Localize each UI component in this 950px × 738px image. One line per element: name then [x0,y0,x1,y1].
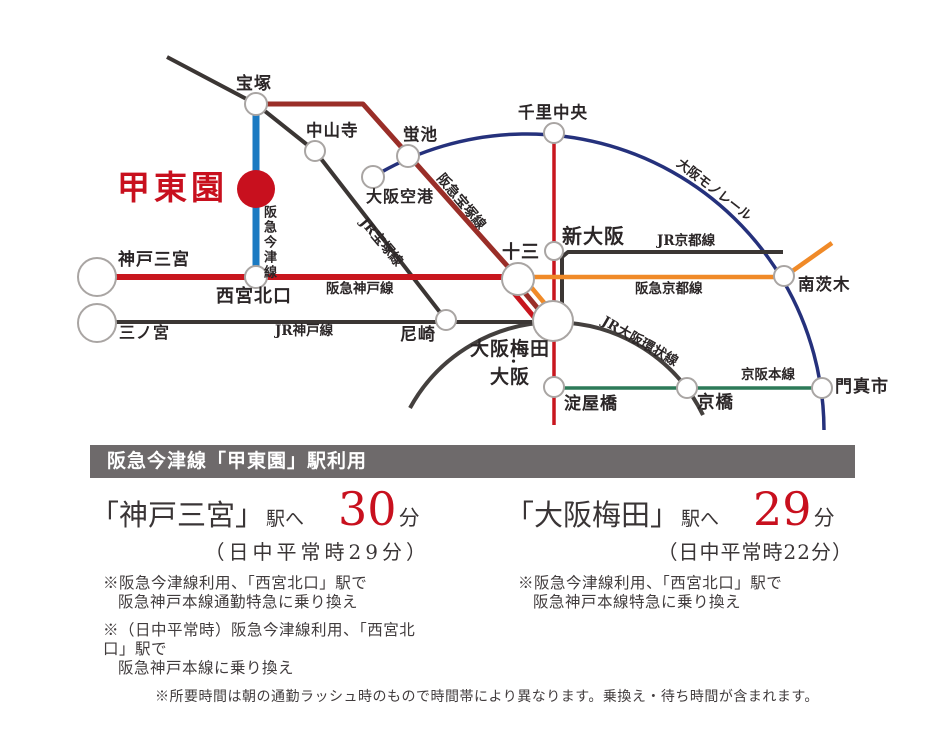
line-hankyu-takarazuka [256,101,520,280]
line-label-hankyu-kyoto: 阪急京都線 [635,281,703,297]
route-offpeak-time: （日中平常時29分） [204,540,430,564]
marker-kotoen-highlight [237,170,275,208]
station-label-takarazuka: 宝塚 [236,74,272,94]
route-map-canvas [77,55,834,431]
station-label-nakayamadera: 中山寺 [306,121,359,140]
line-label-hankyu-kobe: 阪急神戸線 [326,281,394,297]
station-label-osaka-umeda: 大阪梅田 [470,338,551,360]
route-card-osaka-umeda: 「大阪梅田」 駅へ 29 分 （日中平常時22分） ※阪急今津線利用、「西宮北口… [505,486,853,612]
marker-senri-chuo [543,122,565,144]
note-body: 阪急神戸本線通勤特急に乗り換え [118,593,359,611]
route-headline: 「大阪梅田」 駅へ 29 分 [505,486,853,534]
info-header-bar: 阪急今津線「甲東園」駅利用 [90,445,855,478]
route-minutes: 30 [338,482,397,536]
marker-sannomiya [77,303,117,343]
route-note: ※（日中平常時）阪急今津線利用、「西宮北口」駅で 阪急神戸本線に乗り換え [103,621,430,678]
info-header-title: 阪急今津線「甲東園」駅利用 [107,451,368,472]
line-label-keihan-main: 京阪本線 [741,367,795,383]
station-label-senri-chuo: 千里中央 [518,103,588,122]
route-suffix: 駅へ [681,508,720,530]
route-notes: ※阪急今津線利用、「西宮北口」駅で 阪急神戸本線通勤特急に乗り換え ※（日中平常… [90,574,430,678]
note-body: 阪急神戸本線特急に乗り換え [533,593,742,611]
marker-kyobashi [676,377,698,399]
marker-shin-osaka [544,241,564,261]
marker-minami-ibaraki [773,265,795,287]
note-head: ※阪急今津線利用、「西宮北口」駅で [103,574,368,592]
footer-disclaimer: ※所要時間は朝の通勤ラッシュ時のもので時間帯により異なります。乗換え・待ち時間が… [155,689,819,705]
marker-hotarugaike [396,144,420,168]
station-label-minami-ibaraki: 南茨木 [798,275,851,294]
marker-amagasaki [435,309,457,331]
line-osaka-monorail [372,132,826,431]
marker-juso [501,262,535,296]
station-label-sannomiya: 三ノ宮 [119,323,171,342]
route-minutes-unit: 分 [813,506,835,530]
route-destination: 「大阪梅田」 [505,498,680,532]
station-label-umeda-dot: ・ [507,355,522,370]
line-jr-takarazuka [166,55,448,322]
station-label-amagasaki: 尼崎 [400,325,436,345]
station-label-hotarugaike: 蛍池 [403,125,438,144]
route-notes: ※阪急今津線利用、「西宮北口」駅で 阪急神戸本線特急に乗り換え [505,574,853,612]
marker-osaka-airport [361,165,385,189]
marker-nishinomiya-kitaguchi [244,265,268,289]
line-jr-kyoto [560,250,783,311]
station-label-osaka: 大阪 [490,366,531,388]
station-markers [77,92,833,399]
marker-osaka-umeda [532,300,574,342]
line-label-jr-kobe: JR神戸線 [275,323,334,339]
station-label-yodoyabashi: 淀屋橋 [564,394,618,414]
route-card-kobe-sannomiya: 「神戸三宮」 駅へ 30 分 （日中平常時29分） ※阪急今津線利用、「西宮北口… [90,486,430,678]
line-label-hankyu-imazu: 阪急今津線 [261,205,276,280]
route-note: ※阪急今津線利用、「西宮北口」駅で 阪急神戸本線通勤特急に乗り換え [103,574,430,612]
station-label-osaka-airport: 大阪空港 [366,187,435,206]
marker-takarazuka [244,92,268,116]
note-head: ※阪急今津線利用、「西宮北口」駅で [518,574,783,592]
map-region: 宝塚 中山寺 蛍池 千里中央 大阪空港 甲東園 神戸三宮 西宮北口 三ノ宮 尼崎… [77,55,889,431]
station-label-kobe-sannomiya: 神戸三宮 [118,250,190,270]
route-headline: 「神戸三宮」 駅へ 30 分 [90,486,430,534]
station-label-nishinomiya-kitaguchi: 西宮北口 [216,286,292,307]
station-label-shin-osaka: 新大阪 [562,224,625,248]
station-label-kadomashi: 門真市 [835,377,889,397]
note-body: 阪急神戸本線に乗り換え [118,659,295,677]
route-suffix: 駅へ [266,508,305,530]
station-label-juso: 十三 [502,242,540,263]
route-note: ※阪急今津線利用、「西宮北口」駅で 阪急神戸本線特急に乗り換え [518,574,853,612]
marker-yodoyabashi [543,376,565,398]
marker-kobe-sannomiya [77,257,117,297]
station-label-kyobashi: 京橋 [697,393,734,413]
marker-nakayamadera [304,140,326,162]
note-head: ※（日中平常時）阪急今津線利用、「西宮北口」駅で [103,621,416,658]
line-label-jr-kyoto: JR京都線 [657,233,716,249]
route-minutes-unit: 分 [398,506,420,530]
route-destination: 「神戸三宮」 [90,498,265,532]
route-minutes: 29 [753,482,812,536]
marker-kadomashi [811,377,833,399]
route-offpeak-time: （日中平常時22分） [657,540,853,564]
station-label-kotoen: 甲東園 [117,168,228,207]
